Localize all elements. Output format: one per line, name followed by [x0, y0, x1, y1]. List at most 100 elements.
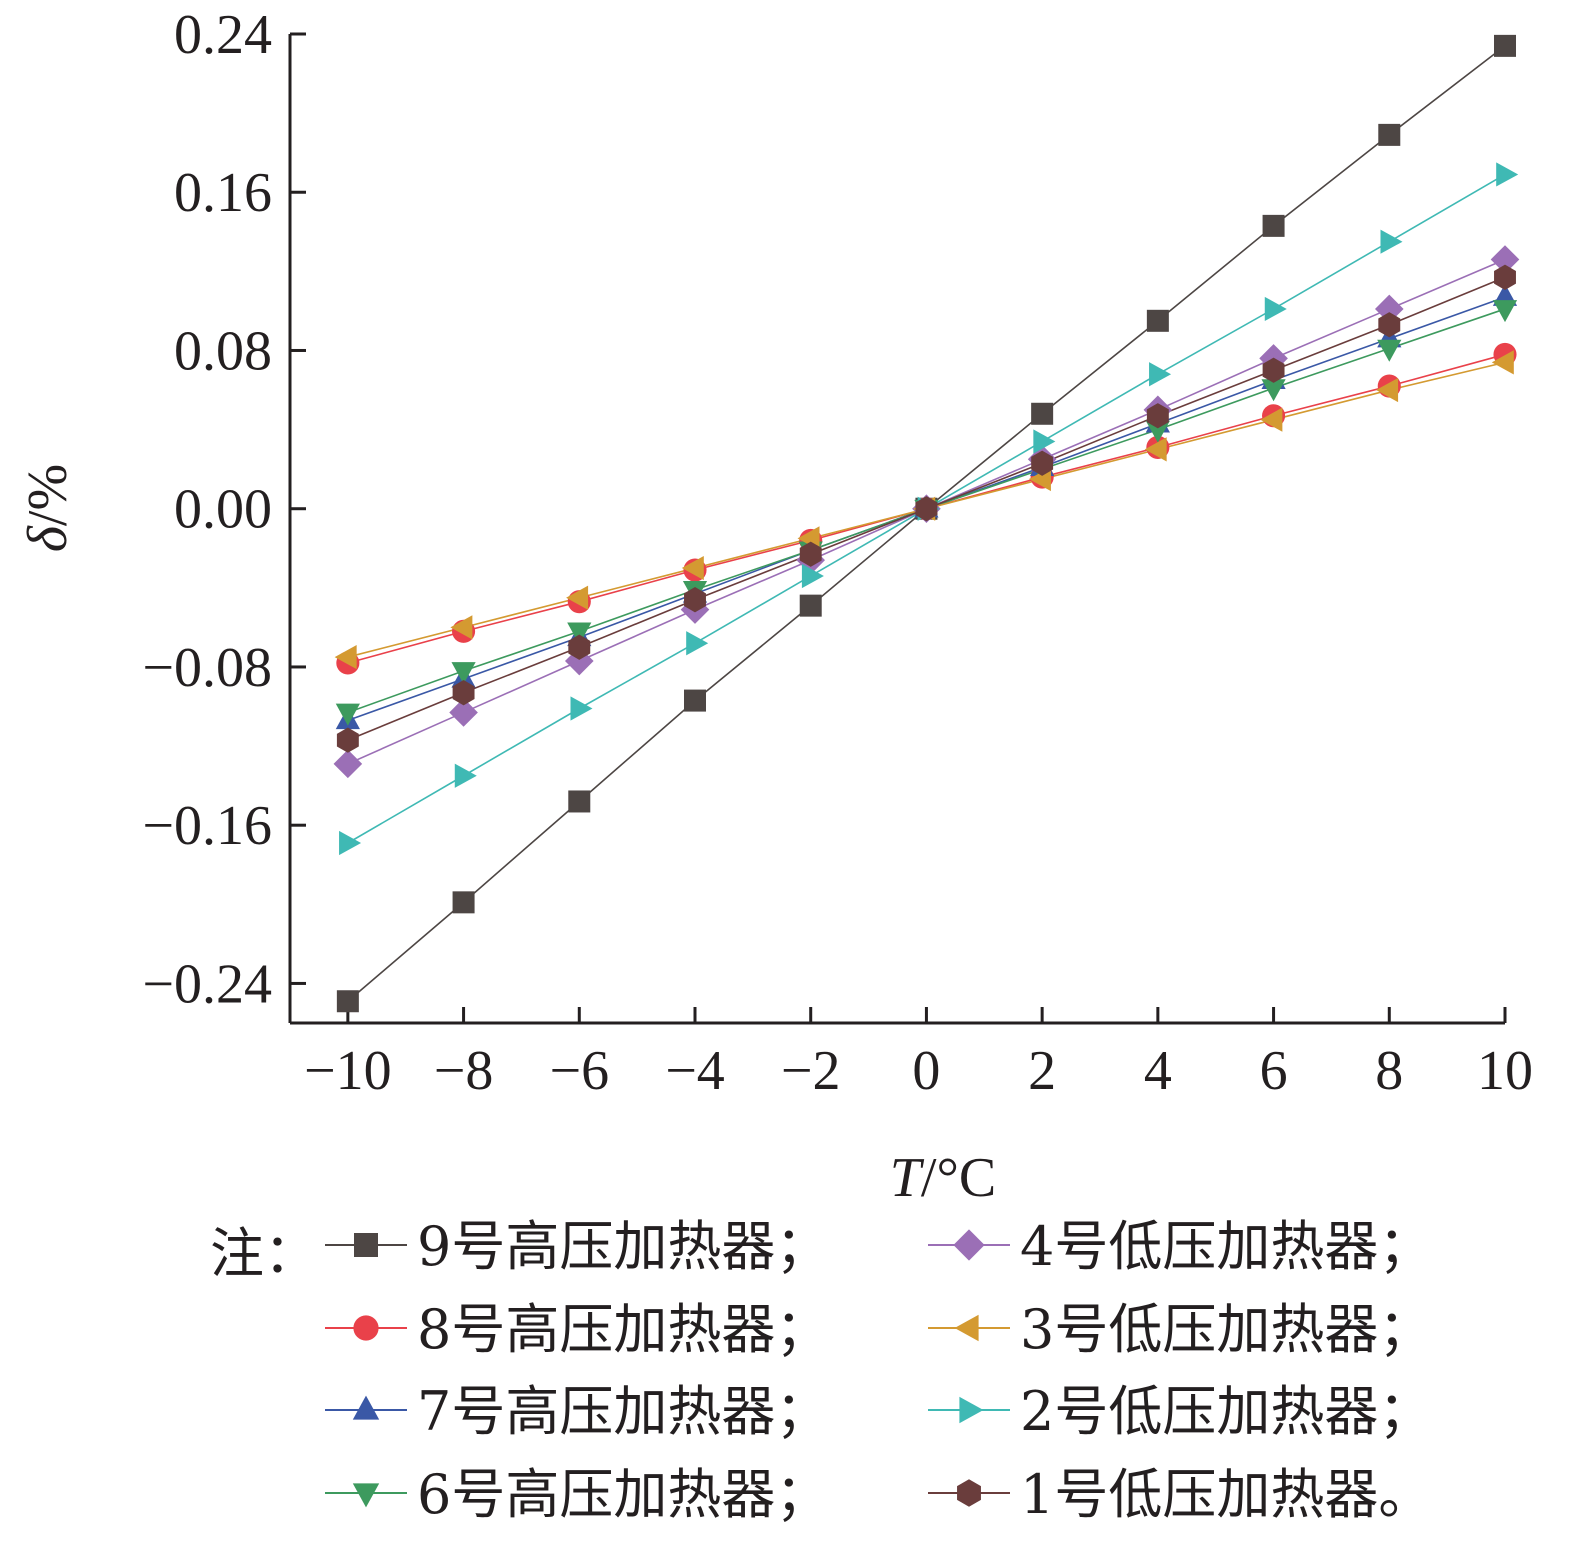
series-lines	[347, 45, 1506, 1002]
y-tick-label: 0.08	[174, 320, 272, 382]
legend-marker	[959, 1396, 984, 1424]
data-point-series-4	[333, 749, 363, 779]
y-tick-label: −0.24	[142, 953, 272, 1015]
legend-label: 9号高压加热器；	[417, 1215, 829, 1278]
x-tick-label: 8	[1375, 1040, 1403, 1102]
legend-marker	[954, 1314, 979, 1342]
data-point-series-7	[915, 496, 938, 522]
data-point-series-0	[1262, 214, 1285, 237]
data-point-series-4	[449, 698, 478, 727]
y-tick-label: 0.24	[174, 4, 272, 66]
data-point-series-3	[1261, 379, 1286, 402]
data-point-series-5	[1260, 407, 1283, 432]
data-point-series-0	[336, 990, 359, 1013]
x-tick-label: −4	[665, 1040, 725, 1102]
y-tick-label: −0.16	[142, 795, 272, 857]
data-point-series-5	[1144, 437, 1167, 462]
data-point-series-6	[686, 631, 709, 656]
data-point-series-6	[1380, 229, 1403, 254]
y-tick-label: 0.16	[174, 162, 272, 224]
data-point-series-5	[450, 615, 473, 640]
legend-item: 9号高压加热器；	[325, 1215, 829, 1278]
legend-label: 7号高压加热器；	[417, 1380, 829, 1443]
data-point-series-3	[451, 662, 476, 685]
data-point-series-5	[681, 555, 704, 581]
data-point-series-5	[1376, 377, 1399, 403]
x-tick-label: −2	[781, 1040, 841, 1102]
data-point-series-3	[567, 622, 592, 645]
data-point-series-7	[1031, 450, 1054, 476]
data-point-series-7	[684, 587, 706, 613]
data-point-series-7	[1262, 357, 1285, 383]
legend-item: 7号高压加热器；	[325, 1380, 829, 1443]
x-axis-title: T/°C	[890, 1147, 996, 1209]
data-point-series-0	[1494, 34, 1516, 57]
data-point-series-3	[1492, 300, 1518, 323]
axes: −0.24 −0.16 −0.08 0.00 0.08 0.16 0.24 −10 −8 −6 −4…	[142, 4, 1533, 1102]
legend: 注： 9号高压加热器； 8号高压加热器； 7号高压加热器； 6号高压加热器； 4号低压加…	[210, 1215, 1432, 1526]
data-point-series-6	[570, 696, 593, 721]
data-point-series-6	[1264, 296, 1287, 322]
legend-label: 2号低压加热器；	[1020, 1380, 1432, 1443]
legend-label: 8号高压加热器；	[417, 1298, 829, 1361]
series-markers	[333, 34, 1520, 1013]
data-point-series-0	[799, 594, 822, 617]
data-point-series-7	[336, 727, 359, 753]
legend-prefix: 注：	[210, 1222, 318, 1285]
legend-item: 3号低压加热器；	[928, 1298, 1432, 1361]
y-tick-label: 0.00	[174, 479, 272, 541]
x-tick-label: 0	[912, 1040, 940, 1102]
legend-marker	[353, 1315, 379, 1341]
x-tick-label: −8	[434, 1040, 494, 1102]
x-tick-label: −6	[549, 1040, 609, 1102]
legend-marker	[957, 1479, 981, 1507]
data-point-series-7	[1378, 312, 1401, 338]
data-point-series-4	[1374, 294, 1404, 324]
x-tick-label: −10	[304, 1040, 392, 1102]
y-axis-title: δ/%	[17, 464, 79, 552]
legend-marker	[354, 1233, 378, 1257]
data-point-series-7	[568, 634, 591, 660]
data-point-series-7	[1494, 264, 1516, 290]
data-point-series-6	[339, 830, 362, 856]
legend-item: 2号低压加热器；	[928, 1380, 1432, 1443]
data-point-series-0	[452, 891, 475, 914]
legend-item: 1号低压加热器。	[928, 1463, 1432, 1526]
data-point-series-3	[335, 703, 360, 726]
legend-item: 8号高压加热器；	[325, 1298, 829, 1361]
data-point-series-6	[1033, 429, 1056, 454]
data-point-series-0	[568, 790, 591, 813]
data-point-series-5	[566, 585, 589, 610]
x-tick-label: 10	[1477, 1040, 1533, 1102]
data-point-series-0	[684, 689, 706, 712]
legend-marker	[352, 1483, 380, 1508]
legend-label: 6号高压加热器；	[417, 1463, 829, 1526]
data-point-series-5	[1491, 350, 1514, 375]
legend-label: 4号低压加热器；	[1020, 1215, 1432, 1278]
x-tick-label: 4	[1144, 1040, 1172, 1102]
legend-item: 6号高压加热器；	[325, 1463, 829, 1526]
data-point-series-4	[1490, 245, 1520, 274]
legend-marker	[953, 1229, 985, 1261]
data-point-series-6	[1496, 162, 1519, 187]
legend-label: 3号低压加热器；	[1020, 1298, 1432, 1361]
data-point-series-7	[452, 680, 475, 706]
legend-marker	[352, 1395, 380, 1420]
data-point-series-0	[1378, 123, 1401, 146]
legend-item: 4号低压加热器；	[928, 1215, 1432, 1278]
data-point-series-6	[1149, 362, 1172, 387]
data-point-series-6	[801, 563, 824, 589]
x-tick-label: 2	[1028, 1040, 1056, 1102]
data-point-series-7	[799, 541, 822, 567]
data-point-series-6	[454, 763, 477, 788]
data-point-series-7	[1146, 403, 1169, 429]
data-point-series-5	[334, 644, 357, 670]
data-point-series-3	[1145, 420, 1170, 443]
data-point-series-0	[1146, 309, 1169, 332]
data-point-series-3	[1377, 339, 1402, 362]
data-point-series-0	[1031, 402, 1054, 425]
legend-label: 1号低压加热器。	[1020, 1463, 1432, 1526]
series-line-0	[347, 45, 1506, 1002]
x-tick-label: 6	[1260, 1040, 1288, 1102]
